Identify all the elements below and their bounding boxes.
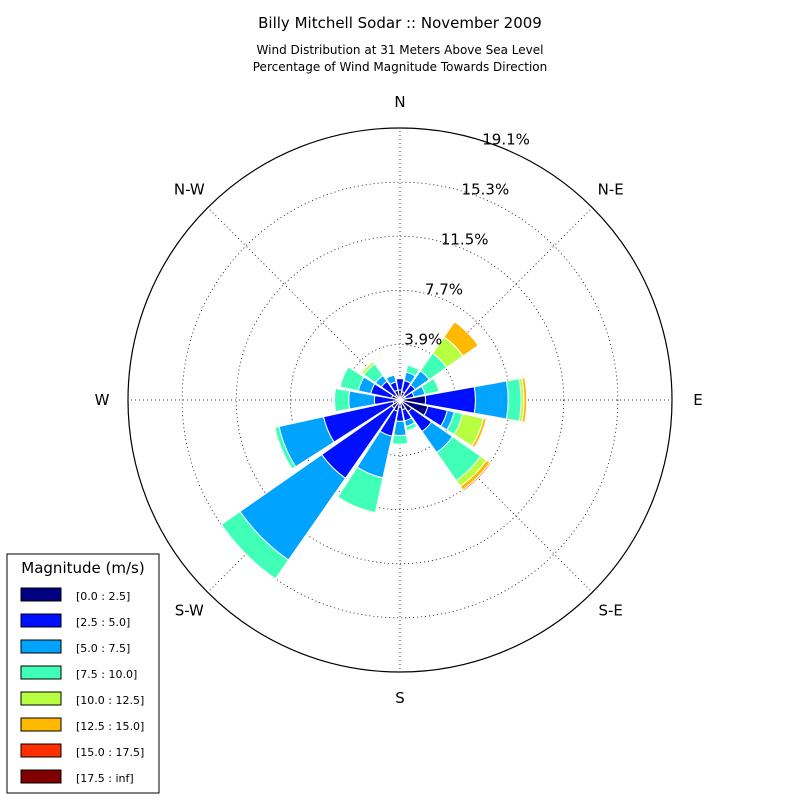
direction-label: S bbox=[395, 689, 405, 707]
chart-subtitle-line-2: Percentage of Wind Magnitude Towards Dir… bbox=[253, 60, 547, 74]
legend-swatch bbox=[20, 717, 62, 732]
legend-swatch bbox=[20, 769, 62, 784]
direction-label: N bbox=[394, 93, 405, 111]
chart-subtitle-line-1: Wind Distribution at 31 Meters Above Sea… bbox=[257, 43, 544, 57]
wind-bar-segment bbox=[274, 425, 297, 470]
legend-label: [5.0 : 7.5] bbox=[76, 642, 130, 655]
wind-bar-segment bbox=[391, 434, 409, 445]
wind-bar-segment bbox=[443, 321, 479, 357]
legend-label: [15.0 : 17.5] bbox=[76, 746, 144, 759]
wind-bar-segment bbox=[473, 380, 509, 420]
legend-label: [0.0 : 2.5] bbox=[76, 590, 130, 603]
direction-label: N-W bbox=[174, 180, 205, 198]
legend-swatch bbox=[20, 613, 62, 628]
legend-label: [10.0 : 12.5] bbox=[76, 694, 144, 707]
legend-swatch bbox=[20, 639, 62, 654]
grid-spoke bbox=[207, 207, 401, 401]
ring-label: 7.7% bbox=[425, 281, 463, 299]
wind-bar-segment bbox=[395, 378, 405, 391]
ring-label: 11.5% bbox=[441, 231, 489, 249]
polar-labels: 3.9% 7.7% 11.5% 15.3% 19.1% N N-E E S-E S S-W W N-W bbox=[95, 93, 703, 707]
direction-label: S-E bbox=[599, 602, 623, 620]
legend-swatch bbox=[20, 691, 62, 706]
outer-ring bbox=[127, 127, 673, 673]
wind-bar-segment bbox=[505, 378, 522, 422]
wind-bar-segment bbox=[333, 387, 351, 413]
wind-bar-segment bbox=[385, 374, 397, 386]
wind-bar-segment bbox=[420, 377, 440, 396]
wind-bars bbox=[220, 321, 528, 580]
legend-label: [2.5 : 5.0] bbox=[76, 616, 130, 629]
ring-label: 19.1% bbox=[482, 131, 530, 149]
direction-label: N-E bbox=[598, 180, 624, 198]
wind-bar-segment bbox=[405, 422, 418, 432]
legend: Magnitude (m/s) [0.0 : 2.5] [2.5 : 5.0] [5… bbox=[6, 553, 160, 794]
grid-spoke bbox=[399, 399, 593, 593]
legend-title: Magnitude (m/s) bbox=[21, 559, 144, 577]
grid-spoke bbox=[399, 207, 593, 401]
wind-bar-segment bbox=[405, 364, 420, 377]
wind-bar-segment bbox=[220, 510, 290, 580]
wind-bar-segment bbox=[462, 462, 492, 492]
ring-label: 15.3% bbox=[462, 181, 510, 199]
direction-label: W bbox=[95, 391, 110, 409]
legend-label: [12.5 : 15.0] bbox=[76, 720, 144, 733]
wind-bar-segment bbox=[471, 417, 487, 449]
legend-entries: [0.0 : 2.5] [2.5 : 5.0] [5.0 : 7.5] [7.5 : … bbox=[20, 587, 144, 785]
legend-label: [7.5 : 10.0] bbox=[76, 668, 137, 681]
legend-swatch bbox=[20, 743, 62, 758]
wind-bar-segment bbox=[360, 360, 376, 376]
grid-ring bbox=[181, 181, 619, 619]
chart-title: Billy Mitchell Sodar :: November 2009 bbox=[258, 14, 542, 32]
wind-bar-segment bbox=[337, 466, 384, 514]
wind-bar-segment bbox=[521, 377, 528, 423]
legend-label: [17.5 : inf] bbox=[76, 772, 134, 785]
grid-ring bbox=[235, 235, 565, 565]
wind-bar-segment bbox=[393, 420, 407, 437]
legend-swatch bbox=[20, 665, 62, 680]
legend-swatch bbox=[20, 587, 62, 602]
wind-bar-segment bbox=[339, 366, 365, 392]
ring-label: 3.9% bbox=[404, 331, 442, 349]
direction-label: E bbox=[693, 391, 702, 409]
direction-label: S-W bbox=[175, 602, 204, 620]
